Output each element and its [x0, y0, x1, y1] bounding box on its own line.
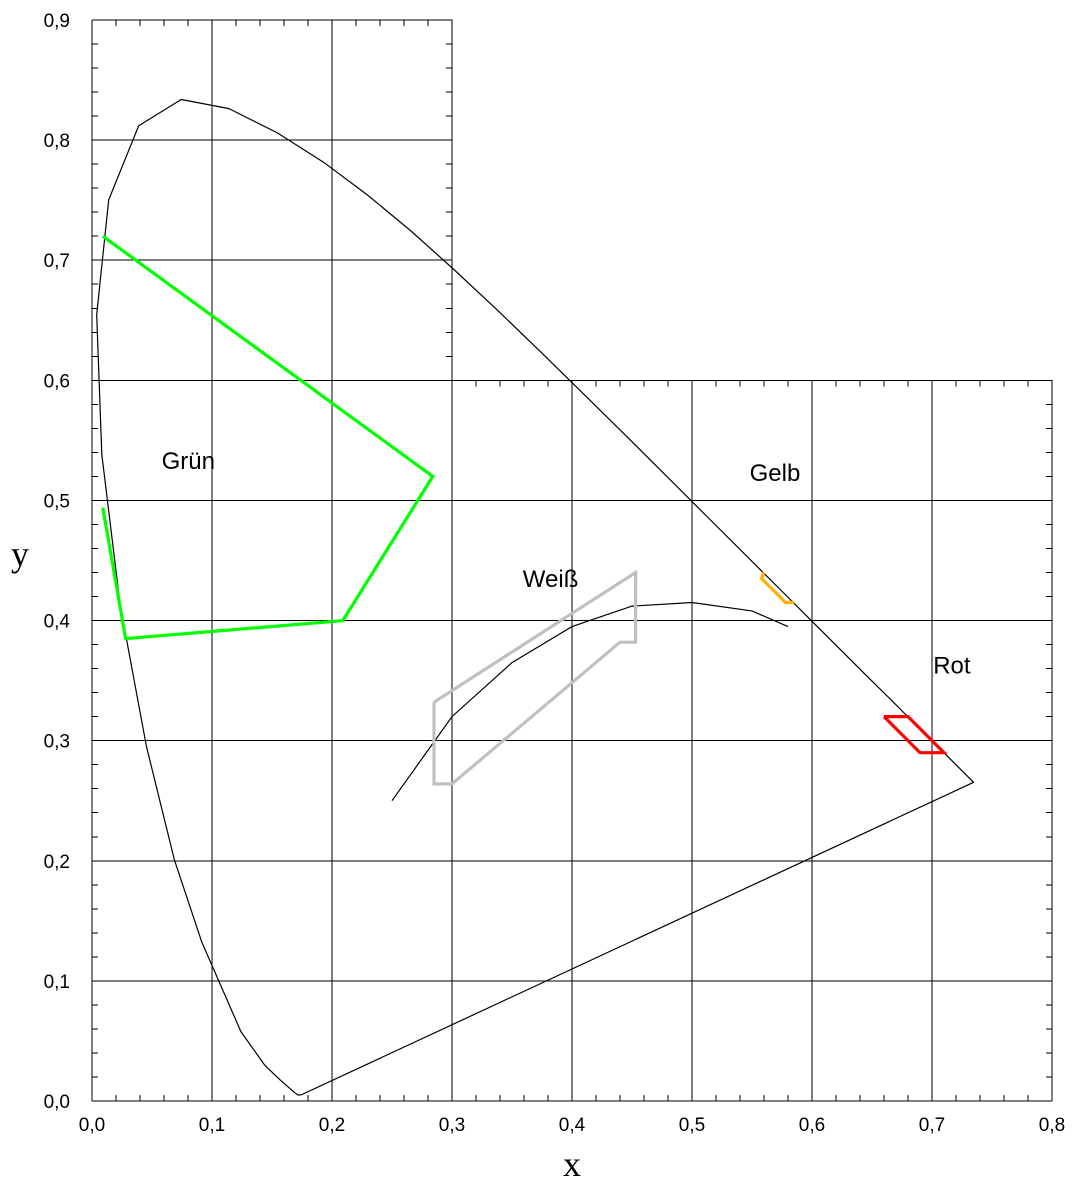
x-tick-label: 0,8	[1039, 1115, 1065, 1136]
x-tick-label: 0,7	[919, 1115, 945, 1136]
y-tick-label: 0,7	[44, 251, 70, 272]
plot-frame	[91, 19, 1053, 1102]
y-tick-label: 0,8	[44, 131, 70, 152]
annotation-grün: Grün	[162, 448, 215, 475]
y-tick-label: 0,1	[44, 972, 70, 993]
y-axis-title: y	[11, 534, 29, 574]
annotation-weiß: Weiß	[523, 566, 579, 593]
y-tick-label: 0,9	[44, 11, 70, 32]
region-grün	[101, 234, 435, 641]
region-gelb	[759, 571, 794, 605]
planckian-locus	[391, 601, 789, 802]
x-tick-label: 0,0	[79, 1115, 105, 1136]
curves	[96, 98, 975, 1096]
y-tick-label: 0,6	[44, 371, 70, 392]
grid	[92, 20, 1052, 1101]
annotation-gelb: Gelb	[750, 460, 801, 487]
x-tick-label: 0,4	[559, 1115, 586, 1136]
labels: 0,0 0,1 0,2 0,3 0,4 0,5 0,6 0,7 0,8 0,0 0,1 0,2 0,3 0…	[11, 11, 1065, 1182]
annotation-rot: Rot	[933, 652, 971, 679]
region-rot	[882, 714, 948, 755]
minor-ticks	[92, 20, 1052, 1101]
region-weiß	[432, 569, 638, 786]
x-tick-label: 0,2	[319, 1115, 345, 1136]
x-tick-label: 0,1	[199, 1115, 225, 1136]
y-tick-label: 0,2	[44, 852, 70, 873]
x-tick-label: 0,6	[799, 1115, 825, 1136]
x-tick-label: 0,3	[439, 1115, 465, 1136]
y-tick-label: 0,5	[44, 491, 70, 512]
y-tick-label: 0,0	[44, 1092, 70, 1113]
x-axis-title: x	[563, 1144, 581, 1182]
color-regions	[101, 234, 948, 786]
y-tick-label: 0,3	[44, 732, 70, 753]
y-tick-label: 0,4	[44, 612, 71, 633]
x-tick-label: 0,5	[679, 1115, 705, 1136]
plot-border	[91, 19, 1053, 1102]
spectral-locus	[96, 98, 975, 1096]
